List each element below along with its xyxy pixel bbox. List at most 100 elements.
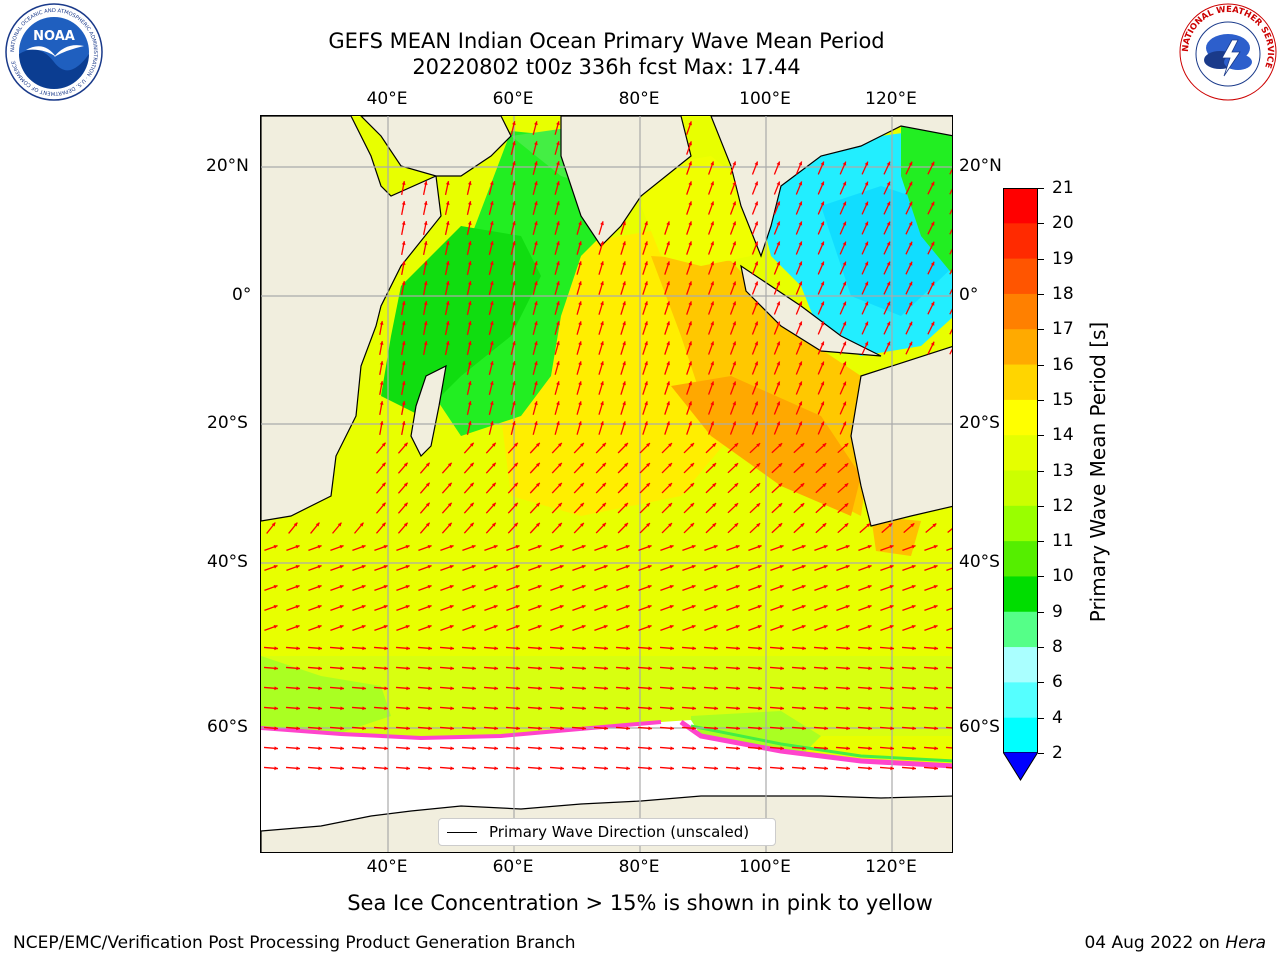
wave-direction-arrowhead	[670, 766, 674, 771]
wave-direction-arrowhead	[844, 443, 849, 448]
wave-direction-arrowhead	[800, 523, 805, 528]
wave-direction-arrowhead	[295, 625, 300, 629]
wave-direction-arrowhead	[295, 605, 300, 609]
wave-direction-arrowhead	[798, 181, 803, 186]
wave-direction-arrowhead	[735, 625, 740, 629]
wave-direction-arrowhead	[691, 605, 696, 609]
wave-direction-arrowhead	[692, 746, 696, 751]
colorbar-tick-mark	[1038, 682, 1044, 684]
wave-direction-arrowhead	[425, 462, 430, 467]
wave-direction-arrowhead	[800, 443, 805, 448]
wave-direction-arrowhead	[626, 746, 630, 751]
wave-direction-arrowhead	[450, 686, 454, 691]
wave-direction-arrowhead	[578, 301, 582, 306]
wave-direction-arrowhead	[274, 646, 278, 651]
wave-direction-arrowhead	[756, 483, 761, 487]
wave-direction-arrowhead	[758, 706, 762, 711]
wave-direction-arrowhead	[423, 321, 428, 325]
wave-direction-arrow	[945, 726, 952, 729]
wave-direction-arrowhead	[802, 646, 806, 651]
wave-direction-arrowhead	[340, 646, 344, 651]
wave-direction-arrowhead	[886, 181, 891, 186]
sea-ice-edge-west	[261, 720, 662, 741]
wave-direction-arrowhead	[710, 341, 714, 346]
wave-direction-arrowhead	[844, 483, 849, 488]
wave-direction-arrowhead	[910, 523, 915, 528]
wave-direction-arrowhead	[403, 522, 408, 527]
wave-direction-arrowhead	[732, 381, 737, 386]
wave-direction-arrowhead	[471, 585, 476, 589]
wave-direction-arrowhead	[560, 766, 564, 771]
colorbar-tick-mark	[1038, 435, 1044, 437]
wave-direction-arrowhead	[467, 401, 472, 406]
wave-direction-arrowhead	[842, 321, 847, 326]
wave-direction-arrowhead	[450, 706, 454, 711]
wave-direction-arrowhead	[489, 301, 494, 306]
wave-direction-arrowhead	[820, 421, 825, 426]
wave-direction-arrowhead	[710, 281, 714, 286]
wave-direction-arrowhead	[889, 565, 894, 569]
sea-ice-note: Sea Ice Concentration > 15% is shown in …	[347, 891, 933, 915]
wave-direction-arrowhead	[710, 181, 714, 186]
wave-direction-arrow	[949, 288, 952, 295]
wave-direction-arrowhead	[820, 221, 825, 226]
wave-direction-arrowhead	[405, 565, 410, 569]
wave-direction-arrowhead	[428, 726, 432, 731]
colorbar-swatch	[1003, 611, 1038, 648]
wave-direction-arrowhead	[337, 522, 342, 527]
wave-direction-arrowhead	[688, 181, 692, 186]
wave-direction-arrowhead	[844, 523, 849, 528]
period-zone-17s-south	[871, 516, 921, 556]
wave-direction-arrowhead	[644, 241, 648, 246]
wave-direction-arrowhead	[644, 421, 648, 426]
wave-direction-arrowhead	[669, 605, 674, 609]
wave-direction-arrowhead	[427, 605, 432, 609]
wave-direction-arrowhead	[405, 585, 410, 589]
wave-direction-arrowhead	[908, 161, 913, 166]
wave-direction-arrowhead	[798, 281, 803, 286]
wave-direction-arrowhead	[515, 545, 520, 549]
wave-direction-arrowhead	[845, 585, 850, 589]
wave-direction-arrowhead	[823, 625, 828, 629]
wave-direction-arrowhead	[757, 605, 762, 609]
wave-direction-arrowhead	[625, 625, 630, 629]
wave-direction-arrowhead	[600, 321, 604, 326]
wave-direction-arrowhead	[846, 706, 850, 711]
wave-direction-arrowhead	[670, 706, 674, 711]
wave-direction-arrowhead	[580, 482, 584, 487]
wave-direction-arrowhead	[820, 381, 825, 386]
wave-direction-arrowhead	[886, 321, 891, 326]
wave-direction-arrowhead	[732, 181, 737, 186]
wave-direction-arrowhead	[710, 201, 714, 206]
wave-direction-arrowhead	[578, 361, 582, 366]
wave-direction-arrowhead	[560, 706, 564, 711]
wave-direction-arrowhead	[691, 625, 696, 629]
wave-direction-arrowhead	[317, 605, 322, 609]
wave-direction-arrowhead	[513, 522, 518, 527]
wave-direction-arrowhead	[758, 666, 762, 671]
wave-direction-arrowhead	[362, 666, 366, 671]
wave-direction-arrowhead	[801, 565, 806, 569]
wave-direction-arrowhead	[603, 545, 608, 549]
wave-direction-arrowhead	[425, 502, 430, 507]
wave-direction-arrowhead	[445, 241, 450, 245]
wave-direction-arrowhead	[359, 522, 364, 527]
wave-direction-arrowhead	[776, 301, 781, 306]
wave-direction-arrowhead	[647, 625, 652, 629]
wave-direction-arrowhead	[845, 545, 850, 549]
lat-tick-right: 60°S	[959, 717, 1000, 737]
wave-direction-arrowhead	[622, 421, 626, 426]
wave-direction-arrowhead	[757, 585, 762, 589]
wave-direction-arrowhead	[647, 585, 652, 589]
wave-direction-arrowhead	[798, 401, 803, 406]
colorbar-swatch	[1003, 399, 1038, 436]
colorbar-swatch	[1003, 541, 1038, 577]
wave-direction-arrowhead	[644, 361, 648, 366]
wave-direction-arrowhead	[489, 281, 494, 286]
wave-direction-arrowhead	[823, 545, 828, 549]
wave-direction-arrowhead	[602, 462, 606, 467]
wave-direction-arrowhead	[710, 261, 714, 266]
wave-direction-arrowhead	[274, 746, 278, 751]
colorbar-tick-label: 6	[1052, 672, 1063, 693]
wave-direction-arrowhead	[890, 706, 894, 711]
